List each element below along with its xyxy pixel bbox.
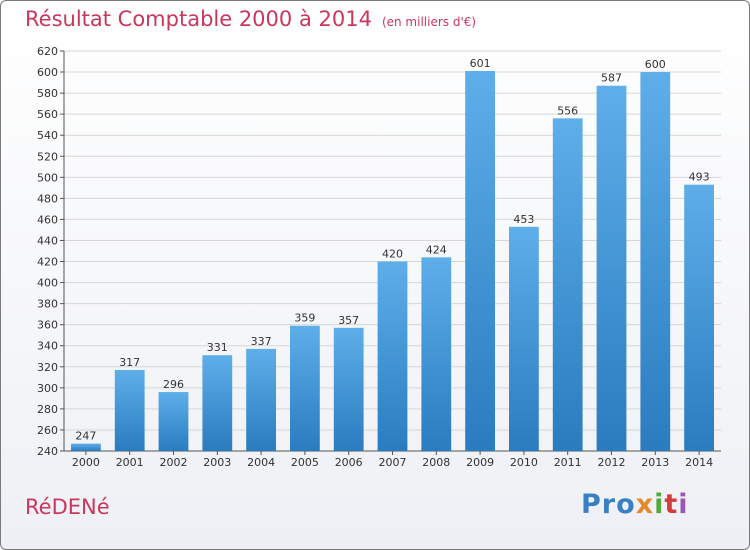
x-tick-label: 2011 [554, 456, 582, 469]
commune-name: RéDENé [25, 495, 110, 519]
logo-letter: t [664, 489, 679, 520]
title-text: Résultat Comptable 2000 à 2014 [25, 7, 372, 31]
x-tick-label: 2008 [422, 456, 450, 469]
y-tick-label: 360 [37, 319, 58, 332]
bar [202, 355, 233, 451]
bar-value-label: 600 [645, 58, 666, 71]
bar-value-label: 556 [557, 104, 578, 117]
y-tick-label: 460 [37, 213, 58, 226]
bar [158, 392, 189, 451]
x-tick-label: 2001 [116, 456, 144, 469]
bar-value-label: 420 [382, 248, 403, 261]
bar-value-label: 359 [294, 312, 315, 325]
x-tick-label: 2000 [72, 456, 100, 469]
x-tick-label: 2013 [641, 456, 669, 469]
x-tick-label: 2002 [160, 456, 188, 469]
y-tick-label: 580 [37, 87, 58, 100]
x-tick-label: 2012 [598, 456, 626, 469]
chart-title: Résultat Comptable 2000 à 2014 (en millie… [25, 7, 476, 31]
logo-letter: i [654, 489, 665, 520]
logo-letter: P [581, 489, 602, 520]
bar-value-label: 601 [470, 57, 491, 70]
bar [377, 261, 408, 451]
y-tick-label: 600 [37, 66, 58, 79]
x-tick-label: 2005 [291, 456, 319, 469]
y-tick-label: 540 [37, 129, 58, 142]
x-tick-label: 2006 [335, 456, 363, 469]
bar-value-label: 296 [163, 378, 184, 391]
logo-letter: i [678, 489, 689, 520]
logo-letter: r [601, 489, 617, 520]
x-tick-label: 2010 [510, 456, 538, 469]
bar [421, 257, 452, 451]
bar [246, 348, 276, 451]
bar [509, 226, 539, 451]
bar [684, 184, 714, 451]
y-tick-label: 520 [37, 150, 58, 163]
y-tick-label: 280 [37, 403, 58, 416]
logo-letter: x [635, 489, 655, 520]
bar-value-label: 493 [689, 171, 710, 184]
chart-subtitle: (en milliers d'€) [381, 15, 477, 29]
bar-value-label: 357 [338, 314, 359, 327]
y-tick-label: 300 [37, 382, 58, 395]
bar [596, 85, 627, 451]
y-tick-label: 440 [37, 234, 58, 247]
y-tick-label: 480 [37, 192, 58, 205]
x-tick-label: 2007 [379, 456, 407, 469]
bar [290, 325, 320, 451]
y-tick-label: 240 [37, 445, 58, 458]
y-tick-label: 500 [37, 171, 58, 184]
bar [333, 327, 364, 451]
bar [465, 71, 495, 451]
proxiti-logo: Proxiti [581, 489, 689, 520]
x-tick-label: 2009 [466, 456, 494, 469]
bar [114, 369, 145, 451]
y-tick-label: 420 [37, 256, 58, 269]
bar [552, 118, 583, 452]
bar-value-label: 587 [601, 72, 622, 85]
x-tick-label: 2004 [247, 456, 275, 469]
y-tick-label: 340 [37, 340, 58, 353]
bar-value-label: 317 [119, 356, 140, 369]
bar-value-label: 424 [426, 243, 447, 256]
x-tick-label: 2003 [203, 456, 231, 469]
y-tick-label: 260 [37, 424, 58, 437]
bar-value-label: 247 [75, 430, 96, 443]
y-tick-label: 380 [37, 298, 58, 311]
bar-value-label: 337 [251, 335, 272, 348]
bar-value-label: 331 [207, 341, 228, 354]
y-tick-label: 400 [37, 277, 58, 290]
bar [71, 443, 101, 451]
y-tick-label: 620 [37, 45, 58, 58]
bar-value-label: 453 [513, 213, 534, 226]
y-tick-label: 560 [37, 108, 58, 121]
bar [640, 72, 671, 451]
y-tick-label: 320 [37, 361, 58, 374]
x-tick-label: 2014 [685, 456, 713, 469]
logo-letter: o [616, 489, 636, 520]
